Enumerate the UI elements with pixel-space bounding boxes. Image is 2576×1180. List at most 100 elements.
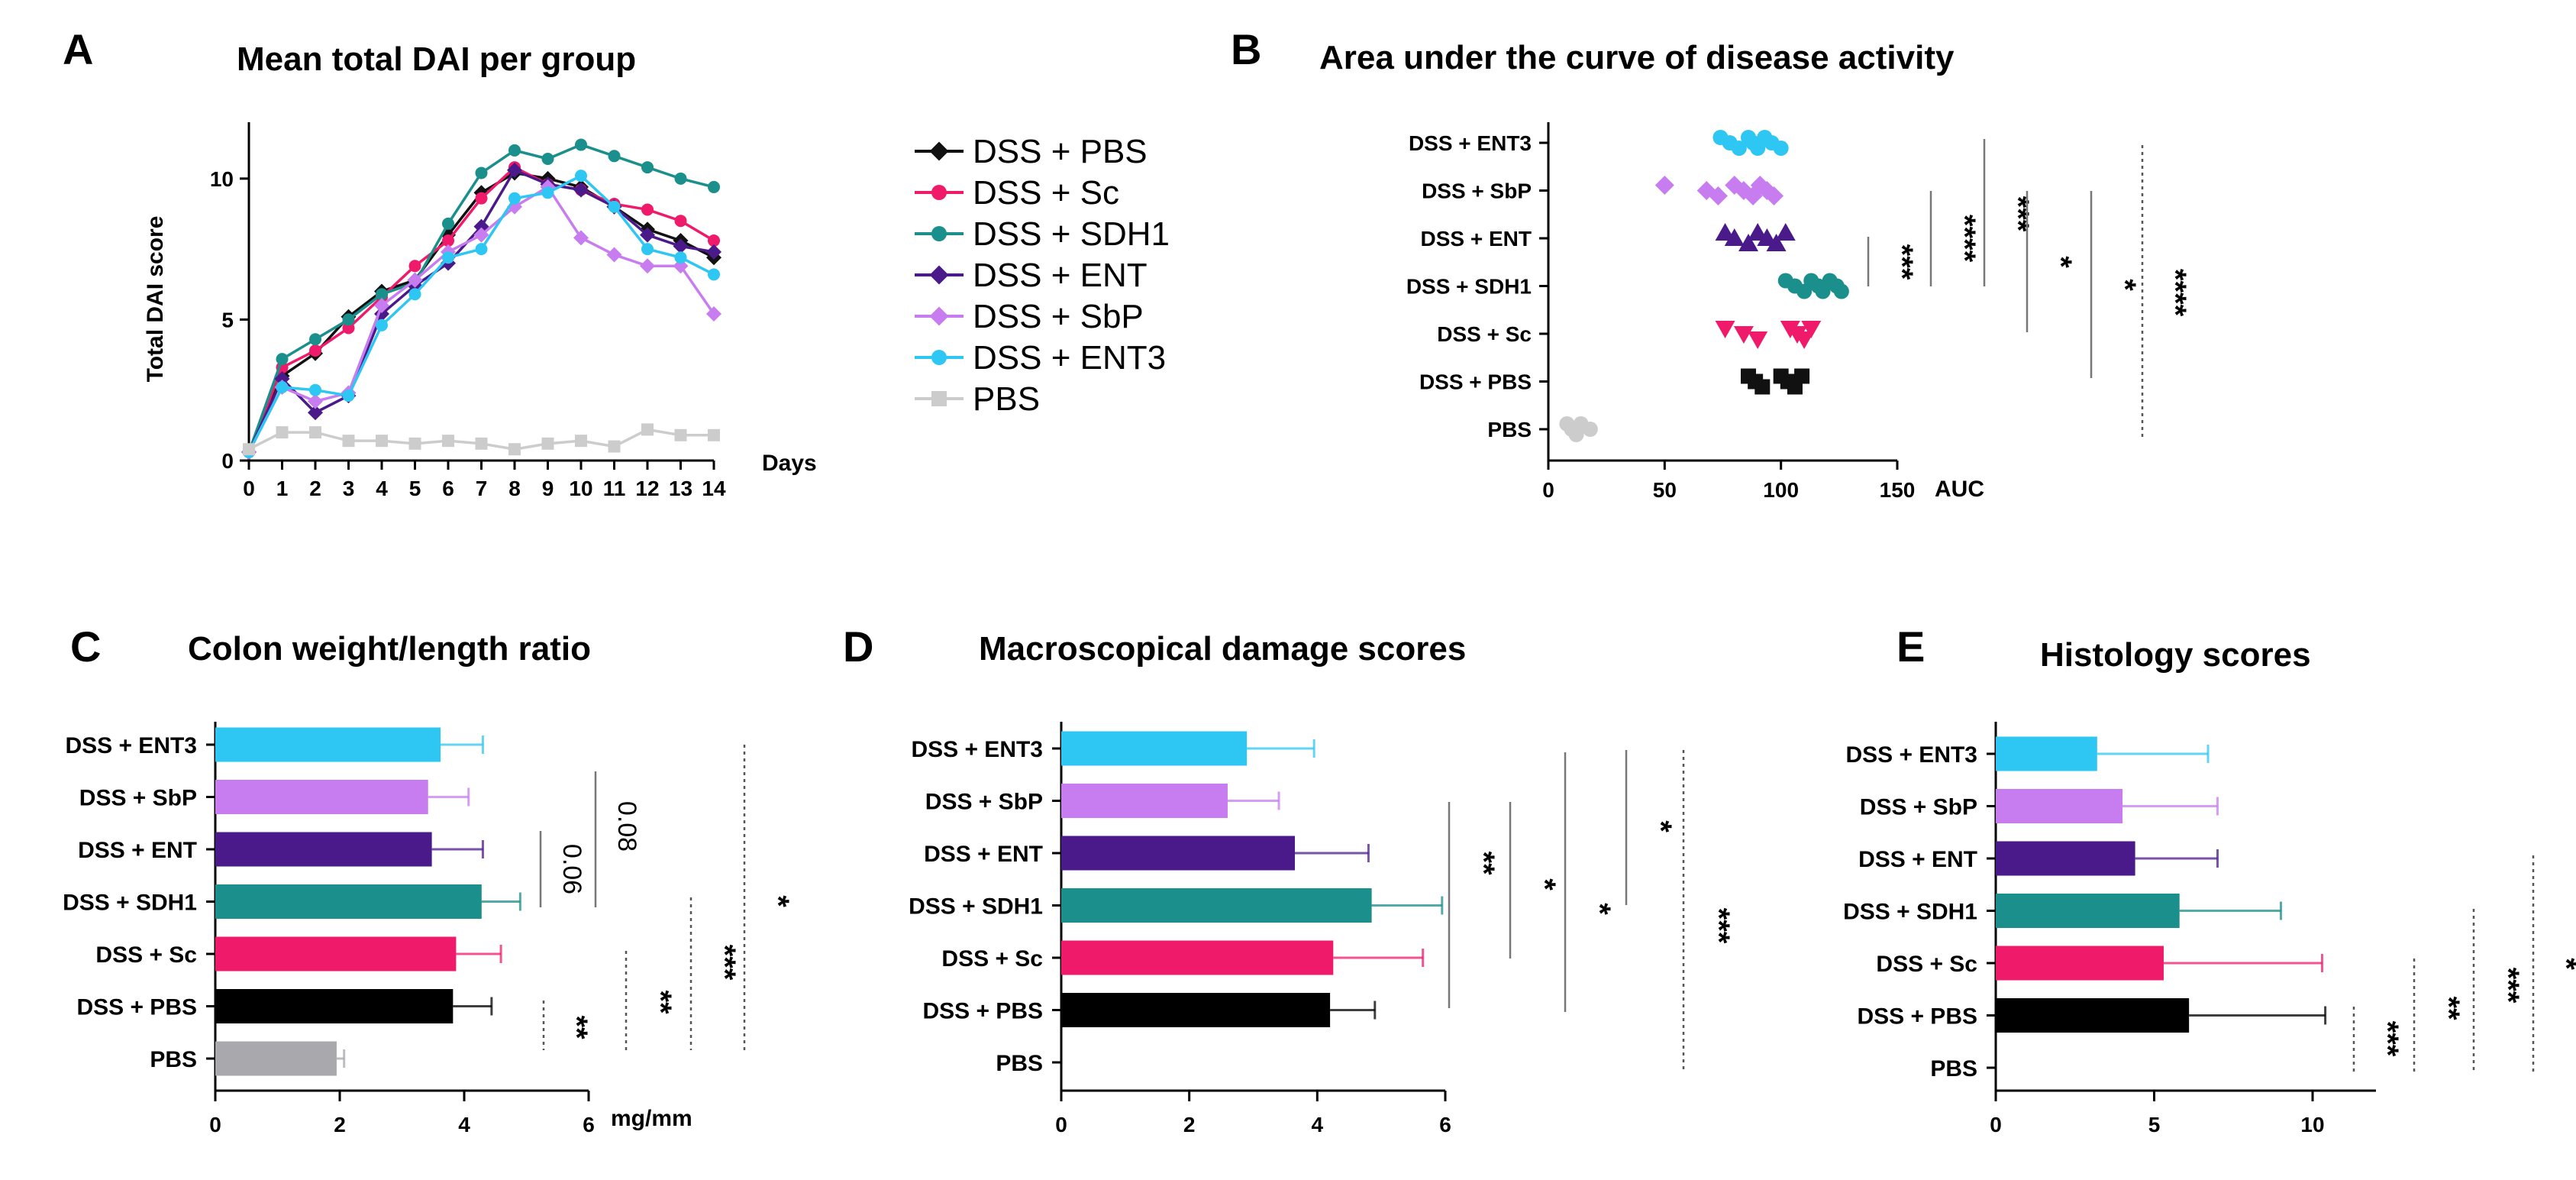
panel-a-title: Mean total DAI per group	[237, 40, 636, 78]
legend-swatch-marker	[929, 306, 949, 326]
significance-label: ***	[2491, 968, 2525, 1004]
x-tick-label: 6	[583, 1113, 595, 1136]
data-point	[1724, 228, 1745, 246]
significance-label: *	[761, 895, 795, 907]
category-label: DSS + ENT3	[1409, 131, 1532, 155]
legend-swatch-marker	[931, 185, 947, 200]
bar	[215, 832, 432, 867]
x-tick-label: 10	[2300, 1113, 2324, 1136]
significance-label: *	[2044, 256, 2077, 268]
bar	[215, 780, 428, 814]
category-label: DSS + Sc	[1437, 322, 1532, 346]
legend-entry: DSS + Sc	[973, 174, 1119, 212]
data-point	[475, 437, 488, 450]
chart-d: 0 2 4 6 DSS + ENT3 DSS + SbP DSS + ENT DSS + SD…	[909, 722, 1735, 1136]
x-tick-label: 2	[1183, 1113, 1196, 1136]
data-point	[442, 217, 454, 230]
data-point	[276, 353, 289, 366]
data-point	[1708, 186, 1728, 205]
data-point	[1766, 234, 1787, 251]
bar	[215, 884, 482, 919]
x-tick-label: 13	[669, 477, 692, 500]
category-label: DSS + SbP	[1860, 795, 1977, 820]
x-tick-label: 14	[702, 477, 726, 500]
data-point	[640, 258, 655, 274]
panel-e-label: E	[1896, 622, 1925, 671]
x-tick-label: 0	[209, 1113, 221, 1136]
data-point	[508, 443, 521, 456]
category-label: DSS + PBS	[1419, 370, 1532, 394]
significance-label: ***	[2001, 196, 2035, 232]
data-point	[376, 288, 388, 301]
data-point	[342, 322, 355, 335]
bar	[1061, 784, 1228, 818]
x-tick-label: 9	[542, 477, 554, 500]
data-point	[408, 288, 421, 301]
data-point	[674, 172, 687, 185]
bar	[1061, 993, 1331, 1027]
category-label: PBS	[996, 1051, 1043, 1076]
category-label: DSS + ENT	[924, 842, 1043, 867]
x-tick-label: 1	[276, 477, 289, 500]
category-label: DSS + ENT3	[911, 737, 1043, 762]
category-label: DSS + Sc	[1876, 952, 1977, 977]
data-point	[342, 313, 355, 326]
bar	[215, 727, 441, 762]
data-point	[641, 203, 654, 216]
data-point	[606, 247, 622, 263]
category-label: DSS + SDH1	[1843, 900, 1977, 925]
data-point	[1582, 422, 1598, 437]
data-point	[508, 192, 521, 205]
data-point	[640, 227, 655, 243]
data-point	[608, 440, 621, 453]
data-point	[1654, 176, 1674, 195]
data-point	[1748, 331, 1768, 349]
category-label: DSS + ENT3	[65, 733, 197, 758]
x-tick-label: 4	[458, 1113, 470, 1136]
data-point	[575, 435, 587, 448]
x-axis-label: mg/mm	[611, 1106, 692, 1131]
data-point	[376, 318, 388, 331]
x-tick-label: 0	[243, 477, 255, 500]
data-point	[1801, 321, 1822, 338]
significance-label: **	[644, 990, 677, 1014]
bar	[1996, 736, 2097, 771]
significance-label: **	[1467, 851, 1500, 875]
category-label: PBS	[1930, 1056, 1977, 1081]
data-point	[674, 251, 687, 264]
x-tick-label: 5	[2148, 1113, 2161, 1136]
x-tick-label: 0	[1055, 1113, 1067, 1136]
significance-label: *	[1644, 820, 1677, 832]
category-label: DSS + PBS	[1857, 1004, 1977, 1030]
data-point	[541, 437, 554, 450]
chart-b: 0 50 100 150 AUC DSS + ENT3 DSS + SbP DSS + ENT…	[1406, 122, 2192, 502]
x-tick-label: 2	[309, 477, 321, 500]
significance-label: *	[1528, 878, 1561, 891]
panel-d-title: Macroscopical damage scores	[979, 630, 1466, 668]
chart-e: 0 5 10 DSS + ENT3 DSS + SbP DSS + ENT DSS + SD…	[1843, 722, 2576, 1136]
significance-label: *	[2108, 279, 2142, 291]
data-point	[309, 426, 321, 439]
data-point	[473, 227, 489, 243]
data-point	[641, 423, 654, 436]
panel-a-label: A	[63, 25, 93, 73]
data-point	[573, 230, 589, 246]
data-point	[374, 297, 389, 313]
data-point	[706, 244, 721, 260]
panel-c-label: C	[70, 622, 101, 671]
data-point	[608, 150, 621, 163]
data-point	[508, 144, 521, 157]
data-point	[276, 426, 289, 439]
data-point	[1764, 186, 1784, 205]
data-point	[342, 390, 355, 402]
category-label: DSS + SbP	[925, 790, 1043, 815]
data-point	[1738, 234, 1759, 251]
data-point	[442, 251, 454, 264]
data-point	[641, 243, 654, 256]
significance-label: 0.06	[557, 844, 586, 894]
significance-label: **	[2432, 996, 2465, 1020]
bar	[1996, 894, 2180, 928]
data-point	[442, 234, 454, 247]
x-tick-label: 0	[1990, 1113, 2002, 1136]
significance-label: ***	[1702, 908, 1735, 944]
